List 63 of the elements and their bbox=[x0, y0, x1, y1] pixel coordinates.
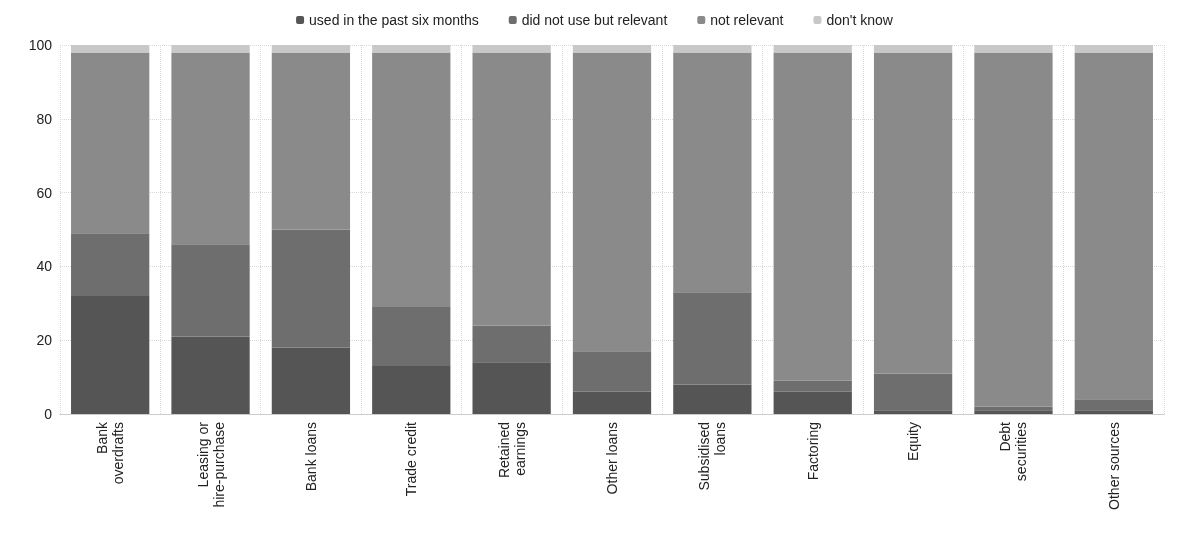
bar bbox=[71, 233, 150, 296]
legend-label: not relevant bbox=[710, 12, 784, 28]
bar bbox=[673, 292, 752, 385]
bar bbox=[271, 52, 351, 230]
bar bbox=[673, 52, 752, 293]
bar bbox=[673, 384, 752, 414]
bar bbox=[472, 45, 551, 53]
bar bbox=[773, 380, 852, 392]
bar bbox=[71, 45, 150, 53]
y-tick-label: 40 bbox=[36, 258, 53, 275]
x-tick-label: Subsidised loans bbox=[696, 422, 729, 491]
bar bbox=[372, 366, 451, 414]
bar bbox=[572, 351, 652, 392]
bar bbox=[372, 306, 451, 367]
legend-label: don't know bbox=[826, 12, 894, 28]
bar bbox=[572, 45, 652, 53]
bar bbox=[472, 325, 551, 363]
bar bbox=[71, 295, 150, 414]
bar bbox=[773, 52, 852, 381]
legend-label: did not use but relevant bbox=[521, 12, 668, 28]
x-tick-label: Equity bbox=[905, 422, 922, 461]
y-tick-label: 100 bbox=[28, 37, 53, 53]
x-tick-label: Retained earnings bbox=[495, 422, 528, 479]
x-tick-label: Trade credit bbox=[403, 421, 420, 497]
bar bbox=[873, 373, 953, 411]
y-tick-label: 80 bbox=[36, 110, 53, 127]
bar bbox=[873, 410, 953, 414]
x-tick-label: Bank loans bbox=[302, 422, 319, 492]
bar bbox=[572, 391, 652, 414]
bar bbox=[974, 410, 1053, 414]
bar bbox=[572, 52, 652, 352]
bar bbox=[271, 347, 351, 414]
bar bbox=[873, 45, 953, 53]
bar bbox=[773, 45, 852, 53]
x-tick-label: Debt securities bbox=[997, 421, 1030, 482]
bar bbox=[673, 45, 752, 53]
bar bbox=[372, 45, 451, 53]
bar bbox=[171, 336, 250, 414]
y-tick-label: 20 bbox=[36, 332, 53, 349]
bar bbox=[472, 52, 551, 326]
legend-label: used in the past six months bbox=[309, 12, 479, 28]
bar bbox=[372, 52, 451, 307]
bar bbox=[1074, 399, 1153, 411]
bar bbox=[71, 52, 150, 234]
y-tick-label: 0 bbox=[44, 406, 53, 422]
bar bbox=[171, 244, 250, 337]
y-tick-label: 60 bbox=[36, 184, 53, 201]
bar bbox=[974, 45, 1053, 53]
bar bbox=[271, 229, 351, 348]
x-tick-label: Factoring bbox=[804, 422, 821, 481]
bar bbox=[1074, 45, 1153, 53]
x-tick-label: Other sources bbox=[1105, 422, 1122, 510]
x-tick-label: Bank overdrafts bbox=[94, 421, 127, 485]
bar bbox=[1074, 410, 1153, 414]
x-tick-label: Other loans bbox=[604, 422, 620, 495]
bar bbox=[472, 362, 551, 414]
bar bbox=[873, 52, 953, 374]
bar bbox=[271, 45, 351, 53]
bar bbox=[773, 391, 852, 414]
bar bbox=[974, 52, 1053, 407]
bar bbox=[171, 52, 250, 245]
bar bbox=[171, 45, 250, 53]
bar bbox=[1074, 52, 1153, 400]
